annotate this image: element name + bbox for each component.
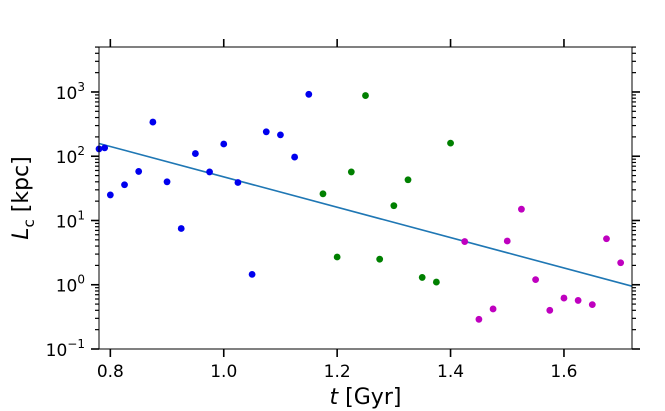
data-point-green <box>432 278 440 286</box>
data-point-blue <box>305 90 313 98</box>
data-point-magenta <box>532 276 540 284</box>
data-point-blue <box>106 191 114 199</box>
data-point-blue <box>163 178 171 186</box>
data-point-blue <box>149 118 157 126</box>
data-point-magenta <box>588 301 596 309</box>
y-axis-label: Lc [kpc] <box>9 156 38 239</box>
data-point-blue <box>234 179 242 186</box>
data-point-blue <box>135 168 143 175</box>
data-point-magenta <box>518 205 525 213</box>
x-tick-label: 1.0 <box>210 362 237 382</box>
data-points-layer <box>95 90 625 323</box>
data-point-magenta <box>560 294 568 302</box>
data-point-magenta <box>489 305 497 313</box>
data-point-blue <box>291 153 299 161</box>
data-point-green <box>319 190 327 198</box>
data-point-blue <box>277 131 284 139</box>
x-tick-label: 1.6 <box>550 362 577 382</box>
data-point-green <box>404 176 412 184</box>
y-tick-label: 101 <box>56 208 85 232</box>
axes-layer <box>91 39 640 357</box>
data-point-magenta <box>503 237 511 245</box>
data-point-green <box>362 92 369 99</box>
y-tick-label: 103 <box>56 80 85 104</box>
data-point-magenta <box>475 315 483 323</box>
x-tick-label: 0.8 <box>97 362 124 382</box>
data-point-blue <box>206 168 213 176</box>
y-tick-label: 100 <box>56 273 85 297</box>
data-point-magenta <box>461 238 469 245</box>
data-point-green <box>390 202 398 210</box>
data-point-blue <box>248 270 256 278</box>
data-point-green <box>447 139 454 147</box>
data-point-magenta <box>617 259 625 267</box>
data-point-blue <box>177 225 185 232</box>
data-point-green <box>376 255 384 263</box>
y-tick-label: 102 <box>56 144 85 168</box>
data-point-green <box>333 253 341 261</box>
plot-frame <box>98 46 633 350</box>
data-point-blue <box>121 181 128 189</box>
fit-line-layer <box>98 142 633 287</box>
data-point-magenta <box>574 297 582 304</box>
data-point-blue <box>191 150 199 157</box>
data-point-green <box>347 168 355 176</box>
labels-layer: 0.8 1.0 1.2 1.4 1.6 10−1 100 101 102 103 t [Gyr] Lc… <box>9 80 577 410</box>
x-tick-label: 1.2 <box>324 362 351 382</box>
data-point-blue <box>220 140 228 148</box>
x-axis-label: t [Gyr] <box>330 385 402 410</box>
data-point-magenta <box>546 306 554 314</box>
data-point-blue <box>101 144 109 152</box>
x-tick-label: 1.4 <box>437 362 464 382</box>
y-tick-label: 10−1 <box>46 337 85 361</box>
fit-line <box>98 142 633 287</box>
data-point-magenta <box>603 235 610 243</box>
data-point-blue <box>262 128 270 136</box>
data-point-green <box>418 274 426 281</box>
